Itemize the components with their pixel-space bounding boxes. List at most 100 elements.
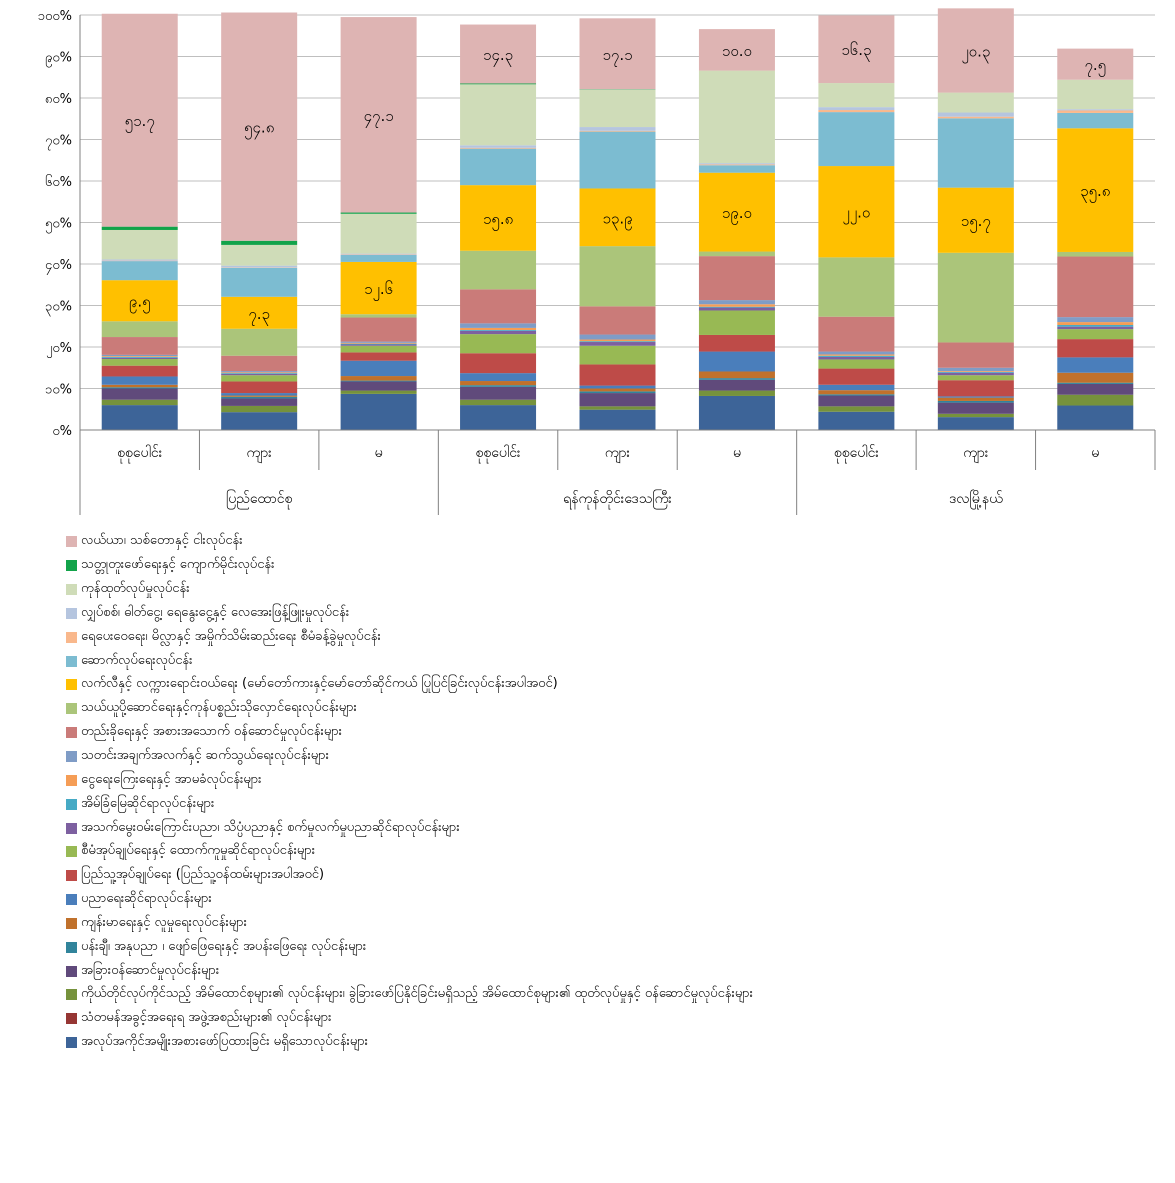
bar-segment <box>101 356 178 358</box>
group-label: ဒလမြို့နယ် <box>949 490 1003 509</box>
bar-segment <box>937 417 1014 430</box>
y-tick-label: ၄၀% <box>45 258 72 275</box>
legend-swatch <box>66 870 77 882</box>
data-label: ၁၇.၁ <box>602 46 632 67</box>
bar-segment <box>579 364 656 386</box>
data-label: ၁၆.၃ <box>841 41 871 62</box>
category-label: ကျား <box>605 445 631 463</box>
bar-segment <box>221 265 298 268</box>
legend-label: အခြားဝန်ဆောင်မှုလုပ်ငန်းများ <box>81 962 220 978</box>
bar-segment <box>101 261 178 281</box>
data-label: ၅၁.၇ <box>125 112 155 133</box>
data-label: ၁၉.၀ <box>722 204 752 225</box>
bar-segment <box>698 390 775 396</box>
bar-segment <box>579 341 656 343</box>
data-label: ၂၀.၃ <box>961 42 990 63</box>
bar-segment <box>698 395 775 430</box>
bar-segment <box>937 112 1014 117</box>
bar-segment <box>101 259 178 261</box>
bar-segment <box>818 316 895 352</box>
legend-item: ငွေရေးကြေးရေးနှင့် အာမခံလုပ်ငန်းများ <box>66 768 1166 792</box>
bar-segment <box>1057 326 1134 330</box>
category-label: စုစုပေါင်း <box>117 445 163 463</box>
legend-label: ကိုယ်တိုင်လုပ်ကိုင်သည့် အိမ်ထောင်စုများ၏… <box>81 986 753 1002</box>
bar-segment <box>818 355 895 357</box>
bar-segment <box>698 379 775 391</box>
legend-item: သယ်ယူပို့ဆောင်ရေးနှင့်ကုန်ပစ္စည်းသိုလှော… <box>66 697 1166 721</box>
bar-segment <box>579 188 656 247</box>
legend-swatch <box>66 989 77 1001</box>
bar-segment <box>460 84 537 146</box>
bar-segment <box>579 18 656 90</box>
data-label: ၉.၅ <box>129 293 151 314</box>
bar-segment <box>1057 128 1134 252</box>
data-label: ၁၅.၈ <box>483 210 513 231</box>
data-label: ၅၄.၈ <box>244 119 274 140</box>
legend-swatch <box>66 727 77 739</box>
bar-segment <box>579 130 656 132</box>
category-label: စုစုပေါင်း <box>834 445 880 463</box>
legend-swatch <box>66 607 77 619</box>
bar-segment <box>221 395 298 397</box>
bar-segment <box>101 280 178 322</box>
bar-segment <box>340 380 417 382</box>
bar-segment <box>460 83 537 85</box>
legend-swatch <box>66 631 77 643</box>
legend-item: သတ္တုတူးဖော်ရေးနှင့် ကျောက်မိုင်းလုပ်ငန်… <box>66 554 1166 578</box>
legend-label: ပညာရေးဆိုင်ရာလုပ်ငန်းများ <box>81 891 212 907</box>
bar-segment <box>579 393 656 407</box>
bar-segment <box>101 387 178 389</box>
bar-segment <box>937 8 1014 93</box>
bar-segment <box>221 372 298 374</box>
data-label: ၃၅.၈ <box>1080 182 1110 203</box>
bar-segment <box>1057 317 1134 323</box>
y-tick-label: ၇၀% <box>45 134 72 151</box>
bar-segment <box>101 229 178 260</box>
legend-item: ကုန်ထုတ်လုပ်မှုလုပ်ငန်း <box>66 578 1166 602</box>
bar-segment <box>818 107 895 111</box>
bar-segment <box>460 386 537 400</box>
bar-segment <box>1057 383 1134 395</box>
bar-segment <box>221 371 298 373</box>
legend-item: ကိုယ်တိုင်လုပ်ကိုင်သည့် အိမ်ထောင်စုများ၏… <box>66 983 1166 1007</box>
bar-segment <box>698 304 775 307</box>
legend-label: ပန်းချီ၊ အနုပညာ ၊ ဖျော်ဖြေရေးနှင့် အပန်း… <box>81 938 367 954</box>
data-label: ၁၄.၃ <box>483 46 513 67</box>
bar-segment <box>340 253 417 255</box>
legend-swatch <box>66 679 77 691</box>
data-label: ၁၃.၉ <box>602 209 632 230</box>
legend-label: ကျန်းမာရေးနှင့် လူမှုရေးလုပ်ငန်းများ <box>81 914 247 930</box>
bar-segment <box>937 116 1014 119</box>
bar-segment <box>460 373 537 382</box>
bar-segment <box>340 314 417 318</box>
bar-segment <box>1057 112 1134 129</box>
bar-segment <box>579 342 656 346</box>
legend-item: စီမံအုပ်ချုပ်ရေးနှင့် ထောက်ကူမှုဆိုင်ရာလ… <box>66 840 1166 864</box>
bar-segment <box>818 356 895 360</box>
bar-segment <box>937 252 1014 343</box>
bar-segment <box>1057 110 1134 113</box>
bar-segment <box>698 306 775 308</box>
legend-label: အိမ်ခြံမြေဆိုင်ရာလုပ်ငန်းများ <box>81 795 215 811</box>
bar-segment <box>579 89 656 128</box>
bar-segment <box>340 212 417 214</box>
bar-segment <box>579 306 656 335</box>
legend-swatch <box>66 655 77 667</box>
bar-segment <box>340 343 417 345</box>
y-tick-label: ၉၀% <box>45 51 72 68</box>
bar-segment <box>818 394 895 396</box>
legend-swatch <box>66 774 77 786</box>
bar-segment <box>937 118 1014 188</box>
legend-label: လျှပ်စစ်၊ ဓါတ်ငွေ့၊ ရေနွေးငွေ့နှင့် လေအေ… <box>81 604 350 620</box>
bar-segment <box>221 267 298 297</box>
bar-segment <box>101 376 178 385</box>
bars <box>101 8 1134 430</box>
bar-segment <box>818 15 895 84</box>
bar-segment <box>579 409 656 430</box>
legend-label: သတ္တုတူးဖော်ရေးနှင့် ကျောက်မိုင်းလုပ်ငန်… <box>81 557 275 573</box>
bar-segment <box>1057 372 1134 383</box>
bar-segment <box>1057 109 1134 111</box>
bar-segment <box>579 391 656 394</box>
bar-segment <box>698 172 775 252</box>
bar-segment <box>937 372 1014 376</box>
